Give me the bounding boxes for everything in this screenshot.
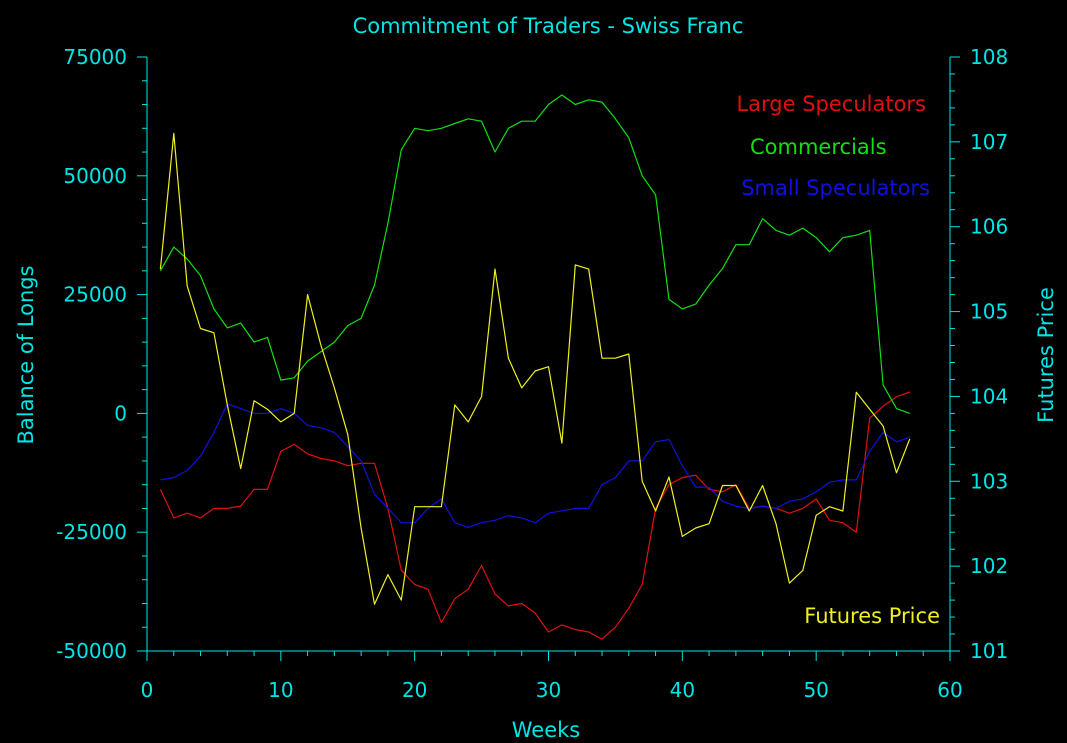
y-right-tick-label: 101	[970, 639, 1008, 663]
y-left-tick-label: 75000	[63, 45, 127, 69]
y-right-tick-label: 102	[970, 554, 1008, 578]
y-right-tick-label: 103	[970, 469, 1008, 493]
legend-commercials: Commercials	[750, 135, 887, 159]
y-left-tick-label: 0	[114, 401, 127, 425]
y-left-tick-label: -50000	[56, 639, 127, 663]
series-line-commercials	[159, 94, 911, 414]
series-line-small-speculators	[160, 403, 910, 529]
y-axis-left-label: Balance of Longs	[14, 265, 38, 444]
legend-futures-price: Futures Price	[804, 604, 940, 628]
x-tick-label: 60	[937, 678, 962, 702]
y-right-tick-label: 106	[970, 215, 1008, 239]
x-tick-label: 40	[670, 678, 695, 702]
y-right-tick-label: 104	[970, 384, 1008, 408]
x-tick-label: 50	[803, 678, 828, 702]
y-axis-right-label: Futures Price	[1034, 287, 1058, 423]
x-axis-label: Weeks	[512, 718, 580, 742]
series-layer	[159, 94, 911, 640]
y-right-tick-label: 108	[970, 45, 1008, 69]
x-tick-label: 30	[536, 678, 561, 702]
legend: Large Speculators Commercials Small Spec…	[736, 92, 940, 628]
y-left-tick-label: -25000	[56, 520, 127, 544]
y-left-tick-label: 25000	[63, 283, 127, 307]
x-tick-label: 10	[268, 678, 293, 702]
series-line-large-speculators	[159, 391, 911, 640]
y-left-tick-label: 50000	[63, 164, 127, 188]
x-tick-label: 0	[141, 678, 154, 702]
axes: -50000-250000250005000075000101102103104…	[56, 45, 1008, 702]
y-right-tick-label: 107	[970, 130, 1008, 154]
legend-large-speculators: Large Speculators	[736, 92, 926, 116]
legend-small-speculators: Small Speculators	[741, 176, 930, 200]
x-tick-label: 20	[402, 678, 427, 702]
chart-title: Commitment of Traders - Swiss Franc	[353, 14, 744, 38]
series-line-futures-price	[159, 132, 911, 605]
y-right-tick-label: 105	[970, 300, 1008, 324]
